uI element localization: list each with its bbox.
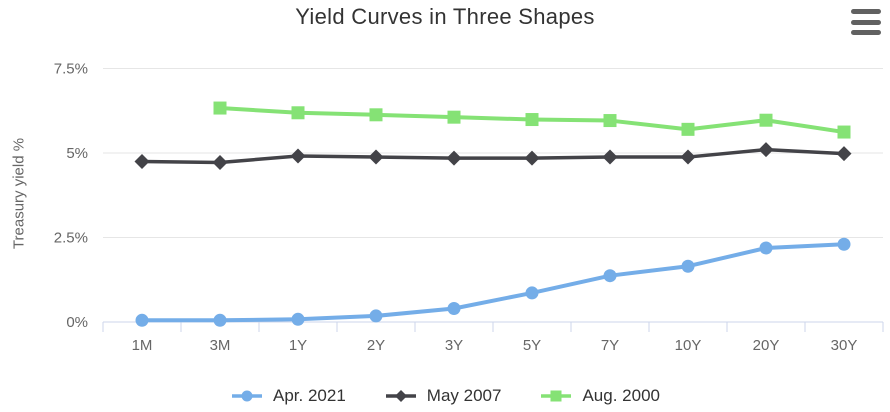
y-axis-tick-label: 5%: [66, 145, 88, 162]
x-axis-tick-label: 3Y: [445, 337, 463, 354]
square-marker[interactable]: [681, 122, 695, 136]
diamond-marker[interactable]: [368, 149, 384, 165]
diamond-marker[interactable]: [134, 153, 150, 169]
square-marker[interactable]: [291, 106, 305, 120]
diamond-marker[interactable]: [290, 148, 306, 164]
y-axis-tick-label: 0%: [66, 314, 88, 331]
diamond-marker[interactable]: [680, 149, 696, 165]
diamond-legend-icon: [385, 390, 416, 402]
circle-marker[interactable]: [369, 309, 383, 323]
diamond-marker[interactable]: [758, 142, 774, 158]
legend-label: May 2007: [426, 386, 502, 405]
hamburger-icon: [851, 19, 881, 25]
x-axis-tick-label: 3M: [210, 337, 231, 354]
circle-marker[interactable]: [447, 301, 461, 315]
circle-marker[interactable]: [837, 237, 851, 251]
export-menu-button[interactable]: [851, 8, 883, 36]
circle-marker[interactable]: [213, 313, 227, 327]
circle-marker[interactable]: [681, 259, 695, 273]
chart-title: Yield Curves in Three Shapes: [295, 4, 595, 29]
y-axis-tick-label: 7.5%: [54, 61, 88, 78]
hamburger-icon: [851, 30, 881, 35]
circle-marker[interactable]: [525, 286, 539, 300]
legend-item-aug-2000[interactable]: Aug. 2000: [539, 386, 660, 406]
circle-marker[interactable]: [759, 241, 773, 255]
hamburger-icon: [851, 9, 881, 14]
series-line-may-2007[interactable]: [140, 147, 846, 165]
legend-label: Aug. 2000: [582, 386, 660, 405]
x-axis-tick-label: 1M: [132, 337, 153, 354]
diamond-marker[interactable]: [524, 150, 540, 166]
x-axis-tick-label: 1Y: [289, 337, 307, 354]
circle-marker[interactable]: [603, 269, 617, 283]
legend-item-may-2007[interactable]: May 2007: [384, 386, 502, 406]
square-legend-icon: [541, 390, 572, 402]
y-axis-tick-label: 2.5%: [54, 230, 88, 247]
square-marker[interactable]: [603, 114, 617, 128]
x-axis-tick-label: 10Y: [675, 337, 702, 354]
x-axis-tick-label: 5Y: [523, 337, 541, 354]
square-marker[interactable]: [837, 125, 851, 139]
circle-marker[interactable]: [291, 312, 305, 326]
series-line-apr-2021[interactable]: [140, 242, 846, 323]
diamond-marker[interactable]: [446, 150, 462, 166]
x-axis-tick-label: 30Y: [831, 337, 858, 354]
legend-label: Apr. 2021: [273, 386, 346, 405]
square-marker[interactable]: [525, 113, 539, 127]
x-axis-tick-label: 2Y: [367, 337, 385, 354]
square-marker[interactable]: [369, 108, 383, 122]
x-axis-tick-label: 7Y: [601, 337, 619, 354]
circle-legend-icon: [232, 390, 263, 402]
circle-marker[interactable]: [135, 313, 149, 327]
diamond-marker[interactable]: [836, 146, 852, 162]
square-marker[interactable]: [447, 110, 461, 124]
legend: Apr. 2021 May 2007 Aug. 2000: [0, 386, 890, 406]
diamond-marker[interactable]: [602, 149, 618, 165]
diamond-marker[interactable]: [212, 154, 228, 170]
square-marker[interactable]: [759, 113, 773, 127]
square-marker[interactable]: [213, 101, 227, 115]
x-axis-tick-label: 20Y: [753, 337, 780, 354]
legend-item-apr-2021[interactable]: Apr. 2021: [230, 386, 346, 406]
